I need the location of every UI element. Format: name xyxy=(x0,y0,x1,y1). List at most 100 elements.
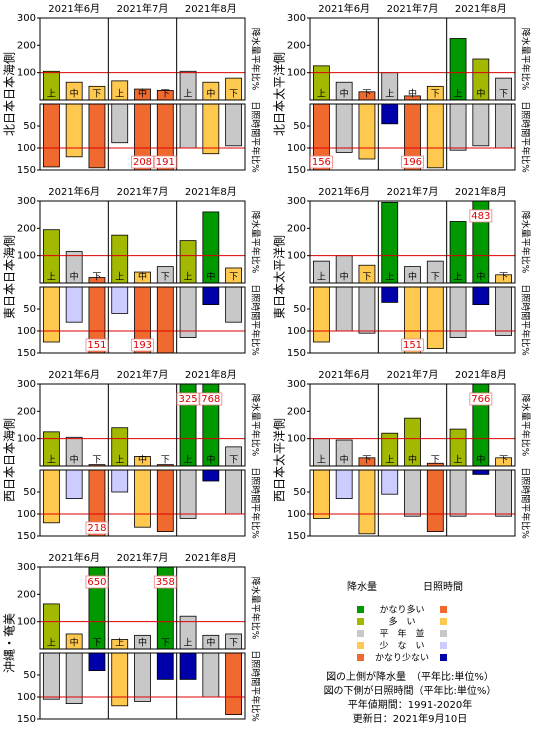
value-label-box xyxy=(85,338,109,352)
bar xyxy=(404,266,421,283)
bar xyxy=(179,615,197,649)
bar xyxy=(42,287,60,343)
bar xyxy=(225,104,243,147)
x-tick-label: 中 xyxy=(476,454,485,466)
region-label: 北日本日本海側 xyxy=(2,52,17,136)
month-label: 2021年8月 xyxy=(185,551,237,564)
note: 図の上側が降水量 （平年比:単位%） xyxy=(326,670,494,683)
y-tick-label: 100 xyxy=(17,68,36,79)
value-label: 218 xyxy=(87,523,106,534)
axis-label: 降水量平年比% xyxy=(520,394,532,457)
bar xyxy=(225,446,243,466)
bar xyxy=(134,287,151,353)
bar xyxy=(88,104,106,169)
y-tick-label: 200 xyxy=(17,589,36,600)
month-label: 2021年6月 xyxy=(318,2,370,15)
legend-swatch xyxy=(357,642,364,649)
y-tick-label: 100 xyxy=(17,251,36,262)
bar xyxy=(156,470,174,532)
bar xyxy=(134,104,151,170)
legend-label: 平 年 並 xyxy=(379,628,424,640)
y-tick-label: 200 xyxy=(17,223,36,234)
x-tick-label: 中 xyxy=(70,454,79,466)
legend-swatch xyxy=(440,630,447,637)
bar xyxy=(42,431,60,466)
legend-label: かなり少ない xyxy=(375,653,429,664)
month-label: 2021年6月 xyxy=(318,185,370,198)
axis-label: 日照時間平年比% xyxy=(520,284,532,356)
bar xyxy=(358,104,376,160)
x-tick-label: 上 xyxy=(317,272,326,283)
month-label: 2021年7月 xyxy=(117,2,169,15)
bar xyxy=(88,470,106,536)
y-tick-label: 150 xyxy=(17,165,36,176)
bar xyxy=(381,104,399,125)
bar xyxy=(202,470,220,482)
bar xyxy=(472,470,490,475)
x-tick-label: 下 xyxy=(161,456,170,466)
month-label: 2021年7月 xyxy=(387,185,439,198)
sunshine-bars xyxy=(312,104,513,170)
bar xyxy=(404,287,421,353)
bar xyxy=(65,633,83,649)
bar xyxy=(179,70,197,100)
x-tick-label: 下 xyxy=(362,273,371,283)
bar xyxy=(42,70,60,100)
bar xyxy=(358,287,376,334)
bar xyxy=(111,104,129,144)
value-label-box xyxy=(401,338,424,352)
x-tick-label: 下 xyxy=(499,90,508,100)
sunshine-bars xyxy=(42,470,243,536)
x-tick-label: 中 xyxy=(138,88,147,100)
value-label-box xyxy=(153,155,177,169)
bar xyxy=(449,38,467,100)
x-tick-label: 上 xyxy=(115,638,124,649)
plot-frame xyxy=(309,286,516,354)
value-label: 650 xyxy=(87,577,106,588)
bar xyxy=(495,287,513,336)
bar xyxy=(358,91,376,100)
bar xyxy=(381,470,399,495)
bar xyxy=(335,287,353,332)
bar xyxy=(111,234,129,283)
x-tick-label: 上 xyxy=(317,89,326,100)
legend-label: 多 い xyxy=(388,616,415,628)
x-tick-label: 下 xyxy=(431,90,440,100)
bar xyxy=(111,287,129,314)
month-label: 2021年8月 xyxy=(455,185,507,198)
y-tick-label: 100 xyxy=(17,692,36,703)
y-tick-label: 200 xyxy=(17,40,36,51)
bar xyxy=(312,470,330,519)
x-tick-label: 下 xyxy=(161,639,170,649)
precipitation-bars xyxy=(42,211,243,283)
value-label-box xyxy=(85,575,109,589)
value-label-box xyxy=(401,155,424,169)
x-tick-label: 上 xyxy=(454,455,463,466)
bar xyxy=(381,432,399,466)
value-label: 766 xyxy=(471,394,490,405)
legend-title: 日照時間 xyxy=(423,581,463,593)
x-tick-label: 中 xyxy=(70,637,79,649)
region-label: 西日本太平洋側 xyxy=(272,418,287,502)
bar xyxy=(134,653,151,702)
value-label: 768 xyxy=(201,394,220,405)
x-tick-label: 上 xyxy=(385,89,394,100)
value-label-box xyxy=(176,392,200,406)
plot-frame xyxy=(309,103,516,171)
bar xyxy=(426,85,444,100)
bar xyxy=(179,653,197,680)
x-tick-label: 中 xyxy=(340,271,349,283)
x-tick-label: 上 xyxy=(115,455,124,466)
axis-label: 日照時間平年比% xyxy=(250,650,262,722)
bar xyxy=(426,470,444,532)
y-tick-label: 150 xyxy=(287,531,306,542)
bar xyxy=(495,104,513,149)
y-tick-label: 300 xyxy=(17,13,36,24)
value-label: 208 xyxy=(133,157,152,168)
x-tick-label: 下 xyxy=(229,273,238,283)
x-tick-label: 中 xyxy=(340,88,349,100)
x-tick-label: 下 xyxy=(431,456,440,466)
bar xyxy=(179,384,197,466)
bar xyxy=(179,287,197,338)
y-tick-label: 100 xyxy=(287,143,306,154)
